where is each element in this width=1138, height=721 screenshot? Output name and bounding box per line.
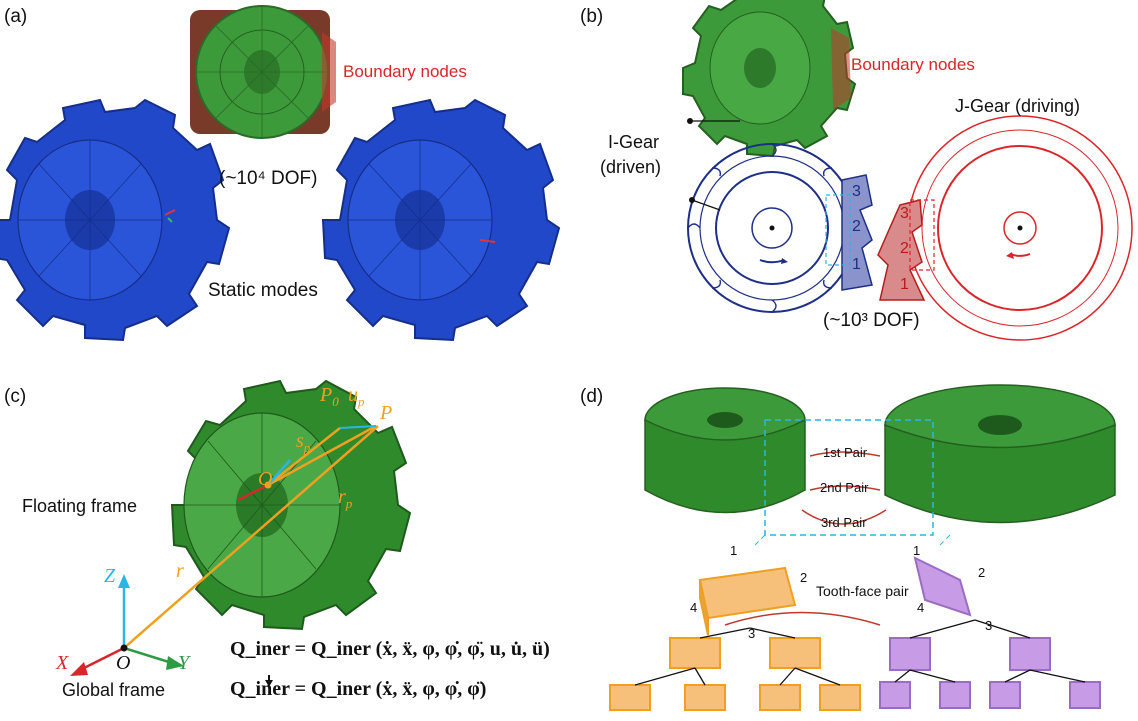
boundary-nodes-label-b: Boundary nodes — [851, 55, 975, 74]
pair-2-label: 2nd Pair — [820, 480, 869, 495]
red-tooth-number-1: 1 — [900, 276, 909, 293]
i-gear-diagram — [687, 143, 857, 313]
origin-global-label: O — [116, 652, 131, 674]
boundary-nodes-label-a: Boundary nodes — [343, 62, 467, 81]
origin-float-label: O — [258, 468, 273, 490]
i-gear-label: I-Gear — [608, 132, 660, 152]
left-corner-2: 2 — [800, 570, 808, 585]
panel-b: (b) — [580, 0, 1138, 345]
vector-r-label: r — [176, 560, 184, 582]
static-mode-gear-left — [0, 98, 231, 342]
left-corner-3: 3 — [748, 626, 756, 641]
left-corner-4: 4 — [690, 600, 698, 615]
vector-rp-label: rp — [338, 486, 353, 511]
panel-b-tag: (b) — [580, 6, 604, 27]
point-p0-label: P0 — [320, 384, 339, 409]
floating-gear — [170, 379, 412, 631]
blue-tooth-number-2: 2 — [852, 218, 861, 235]
floating-frame-label: Floating frame — [22, 496, 138, 516]
right-corner-1: 1 — [913, 543, 921, 558]
equation-full: Q_iner = Q_iner (ẋ, ẍ, φ, φ̇, φ̈, u, u̇,… — [230, 638, 550, 660]
blue-tooth-number-3: 3 — [852, 183, 861, 200]
vector-u-label: up — [348, 384, 365, 409]
left-corner-1: 1 — [730, 543, 738, 558]
global-frame-label: Global frame — [62, 680, 166, 700]
panel-b-graphics — [682, 0, 1133, 341]
vector-s-label: sp — [296, 430, 311, 455]
j-gear-diagram — [907, 115, 1133, 341]
right-corner-3: 3 — [985, 618, 993, 633]
panel-a: (a) — [0, 0, 561, 345]
red-tooth-number-2: 2 — [900, 240, 909, 257]
static-mode-gear-right — [321, 98, 561, 342]
right-corner-4: 4 — [917, 600, 925, 615]
blue-tooth-strip — [841, 174, 873, 291]
left-mesh-gear — [644, 387, 806, 514]
red-tooth-strip — [877, 199, 926, 301]
panel-c-tag: (c) — [4, 386, 27, 407]
right-corner-2: 2 — [978, 565, 986, 580]
pair-1-label: 1st Pair — [823, 445, 868, 460]
equation-reduced: Q_iner = Q_iner (ẋ, ẍ, φ, φ̇, φ̈) — [230, 678, 487, 700]
right-mesh-gear — [884, 384, 1116, 524]
axis-y-label: Y — [178, 652, 190, 674]
boundary-gear-a — [190, 5, 336, 139]
panel-c-graphics — [70, 379, 412, 687]
vectors — [70, 424, 379, 687]
panel-d: (d) — [580, 360, 1138, 721]
blue-tooth-number-1: 1 — [852, 256, 861, 273]
axis-z-label: Z — [104, 565, 116, 587]
axis-x-label: X — [56, 652, 69, 674]
panel-a-graphics — [0, 5, 561, 342]
panel-d-graphics — [609, 384, 1116, 711]
tooth-face-pair-label: Tooth-face pair — [816, 583, 909, 599]
panel-d-tag: (d) — [580, 386, 604, 407]
i-gear-sublabel: (driven) — [600, 157, 662, 177]
boundary-gear-b — [682, 0, 857, 158]
panel-c: (c) — [0, 360, 560, 721]
dof-label-b: (~10³ DOF) — [823, 310, 920, 331]
point-p-label: P — [380, 402, 393, 424]
red-tooth-number-3: 3 — [900, 205, 909, 222]
pair-3-label: 3rd Pair — [821, 515, 867, 530]
panel-a-tag: (a) — [4, 6, 28, 27]
dof-label-a: (~10⁴ DOF) — [219, 168, 318, 189]
j-gear-label: J-Gear (driving) — [955, 96, 1081, 116]
static-modes-label: Static modes — [208, 280, 318, 301]
